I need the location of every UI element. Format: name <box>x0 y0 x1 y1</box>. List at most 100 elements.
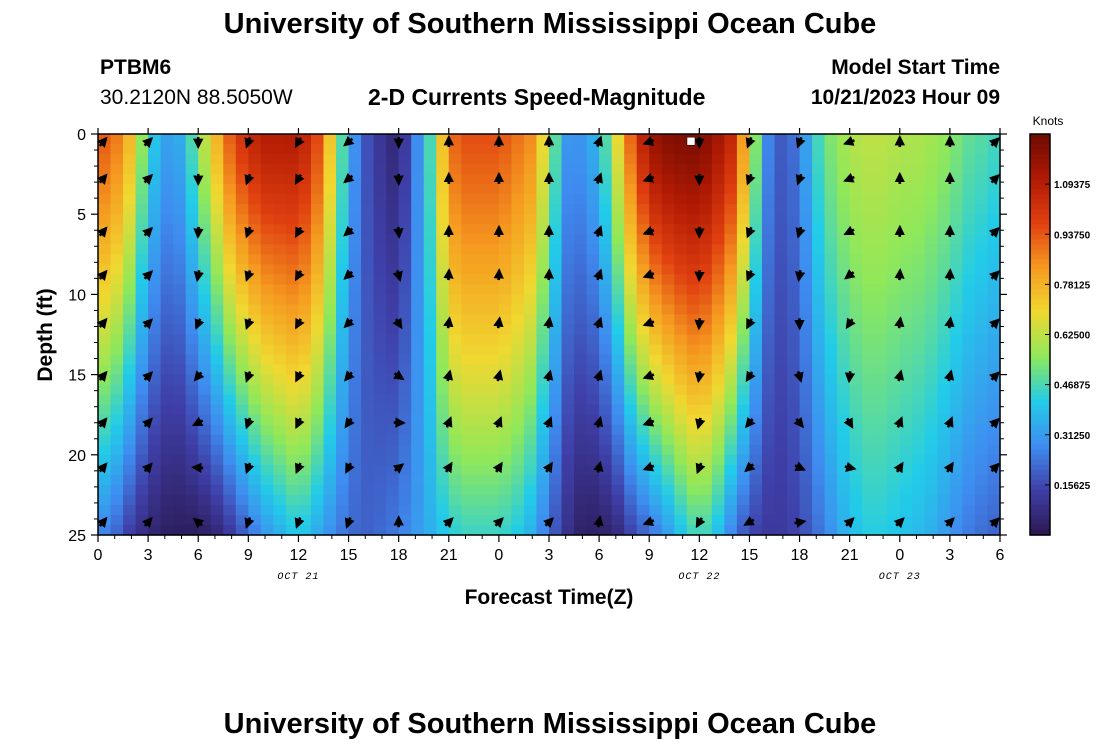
heat-cell <box>937 354 951 366</box>
heat-cell <box>386 484 400 496</box>
heat-cell <box>98 404 112 416</box>
current-arrow <box>244 270 255 282</box>
heat-cell <box>436 214 450 225</box>
heat-cell <box>874 434 888 446</box>
heat-cell <box>574 234 588 245</box>
heat-cell <box>148 324 162 336</box>
heat-cell <box>135 334 149 346</box>
heat-cell <box>874 264 888 275</box>
heat-cell <box>98 394 112 406</box>
heat-cell <box>974 334 989 346</box>
heat-cell <box>511 284 525 296</box>
heat-cell <box>887 504 901 516</box>
heat-cell <box>348 244 362 255</box>
heat-cell <box>285 204 300 215</box>
heat-cell <box>736 364 751 376</box>
current-arrow <box>96 462 108 474</box>
heat-cell <box>887 444 901 456</box>
heat-cell <box>348 404 362 416</box>
heat-cell <box>949 434 964 446</box>
heat-cell <box>348 284 362 296</box>
heat-cell <box>824 484 838 496</box>
heat-cell <box>411 434 425 446</box>
heat-cell <box>148 224 162 235</box>
heat-cell <box>699 264 713 275</box>
heat-cell <box>924 234 938 245</box>
heat-cell <box>423 404 437 416</box>
heat-cell <box>937 304 951 316</box>
heat-cell <box>223 224 237 235</box>
heat-cell <box>260 434 274 446</box>
heat-cell <box>899 134 913 145</box>
heat-cell <box>498 524 513 536</box>
heat-cell <box>686 484 700 496</box>
heat-cell <box>298 134 312 145</box>
heat-cell <box>148 524 162 536</box>
heat-cell <box>386 494 400 506</box>
heat-cell <box>135 184 149 195</box>
heat-cell <box>148 174 162 185</box>
heat-cell <box>636 384 650 396</box>
heat-cell <box>110 304 124 316</box>
heat-cell <box>824 394 838 406</box>
heat-cell <box>486 274 500 285</box>
current-arrow <box>988 270 1000 282</box>
heat-cell <box>511 164 525 175</box>
heat-cell <box>536 454 550 466</box>
heat-cell <box>674 374 688 386</box>
heat-cell <box>336 244 350 255</box>
heat-cell <box>611 274 625 285</box>
heat-cell <box>699 524 713 536</box>
heat-cell <box>310 364 325 376</box>
heat-cell <box>937 334 951 346</box>
heat-cell <box>310 374 325 386</box>
heat-cell <box>185 154 199 165</box>
heat-cell <box>812 214 826 225</box>
heat-cell <box>987 424 1001 436</box>
heat-cell <box>273 524 287 536</box>
heat-cell <box>348 254 362 265</box>
heat-cell <box>185 174 199 185</box>
heat-cell <box>674 464 688 476</box>
heat-cell <box>436 174 450 185</box>
heat-cell <box>348 144 362 155</box>
heat-cell <box>523 184 538 195</box>
heat-cell <box>273 154 287 165</box>
heat-cell <box>310 474 325 486</box>
heat-cell <box>361 304 375 316</box>
heat-cell <box>761 504 776 516</box>
heat-cell <box>724 494 738 506</box>
heat-cell <box>486 394 500 406</box>
heat-cell <box>323 184 337 195</box>
heat-cell <box>837 324 851 336</box>
heat-cell <box>887 284 901 296</box>
heat-cell <box>724 504 738 516</box>
heat-cell <box>899 194 913 205</box>
heat-cell <box>160 464 174 476</box>
heat-cell <box>436 304 450 316</box>
current-arrow <box>244 371 255 383</box>
heat-cell <box>899 454 913 466</box>
heat-cell <box>223 434 237 446</box>
heat-cell <box>599 324 613 336</box>
heat-cell <box>160 444 174 456</box>
heat-cell <box>386 284 400 296</box>
heat-cell <box>148 274 162 285</box>
heat-cell <box>661 214 675 225</box>
heat-cell <box>561 464 575 476</box>
heat-cell <box>273 314 287 326</box>
current-arrow <box>744 461 756 473</box>
heat-cell <box>749 164 763 175</box>
heat-cell <box>799 194 813 205</box>
heat-cell <box>498 334 513 346</box>
heat-cell <box>561 424 575 436</box>
heat-cell <box>761 294 776 306</box>
colorbar-segment <box>1030 199 1050 205</box>
heat-cell <box>812 204 826 215</box>
heat-cell <box>824 344 838 356</box>
heat-cell <box>711 184 725 195</box>
heat-cell <box>486 244 500 255</box>
heat-cell <box>185 404 199 416</box>
heat-cell <box>198 464 212 476</box>
heat-cell <box>498 364 513 376</box>
